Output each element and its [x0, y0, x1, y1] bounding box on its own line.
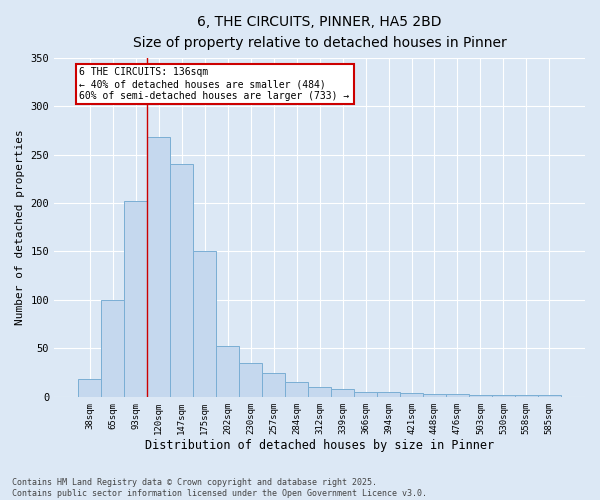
Bar	[147, 137, 170, 397]
Bar	[515, 395, 538, 397]
Bar	[469, 395, 492, 397]
Y-axis label: Number of detached properties: Number of detached properties	[15, 130, 25, 325]
Bar	[239, 363, 262, 397]
Bar	[331, 389, 354, 397]
Text: 6 THE CIRCUITS: 136sqm
← 40% of detached houses are smaller (484)
60% of semi-de: 6 THE CIRCUITS: 136sqm ← 40% of detached…	[79, 68, 350, 100]
Bar	[78, 380, 101, 397]
Bar	[377, 392, 400, 397]
Bar	[170, 164, 193, 397]
Text: Contains HM Land Registry data © Crown copyright and database right 2025.
Contai: Contains HM Land Registry data © Crown c…	[12, 478, 427, 498]
Bar	[262, 372, 285, 397]
Bar	[538, 395, 561, 397]
Bar	[354, 392, 377, 397]
Bar	[308, 387, 331, 397]
Bar	[423, 394, 446, 397]
Bar	[216, 346, 239, 397]
Bar	[492, 395, 515, 397]
Bar	[124, 201, 147, 397]
Bar	[285, 382, 308, 397]
Title: 6, THE CIRCUITS, PINNER, HA5 2BD
Size of property relative to detached houses in: 6, THE CIRCUITS, PINNER, HA5 2BD Size of…	[133, 15, 506, 50]
Bar	[446, 394, 469, 397]
Bar	[400, 393, 423, 397]
X-axis label: Distribution of detached houses by size in Pinner: Distribution of detached houses by size …	[145, 440, 494, 452]
Bar	[101, 300, 124, 397]
Bar	[193, 252, 216, 397]
